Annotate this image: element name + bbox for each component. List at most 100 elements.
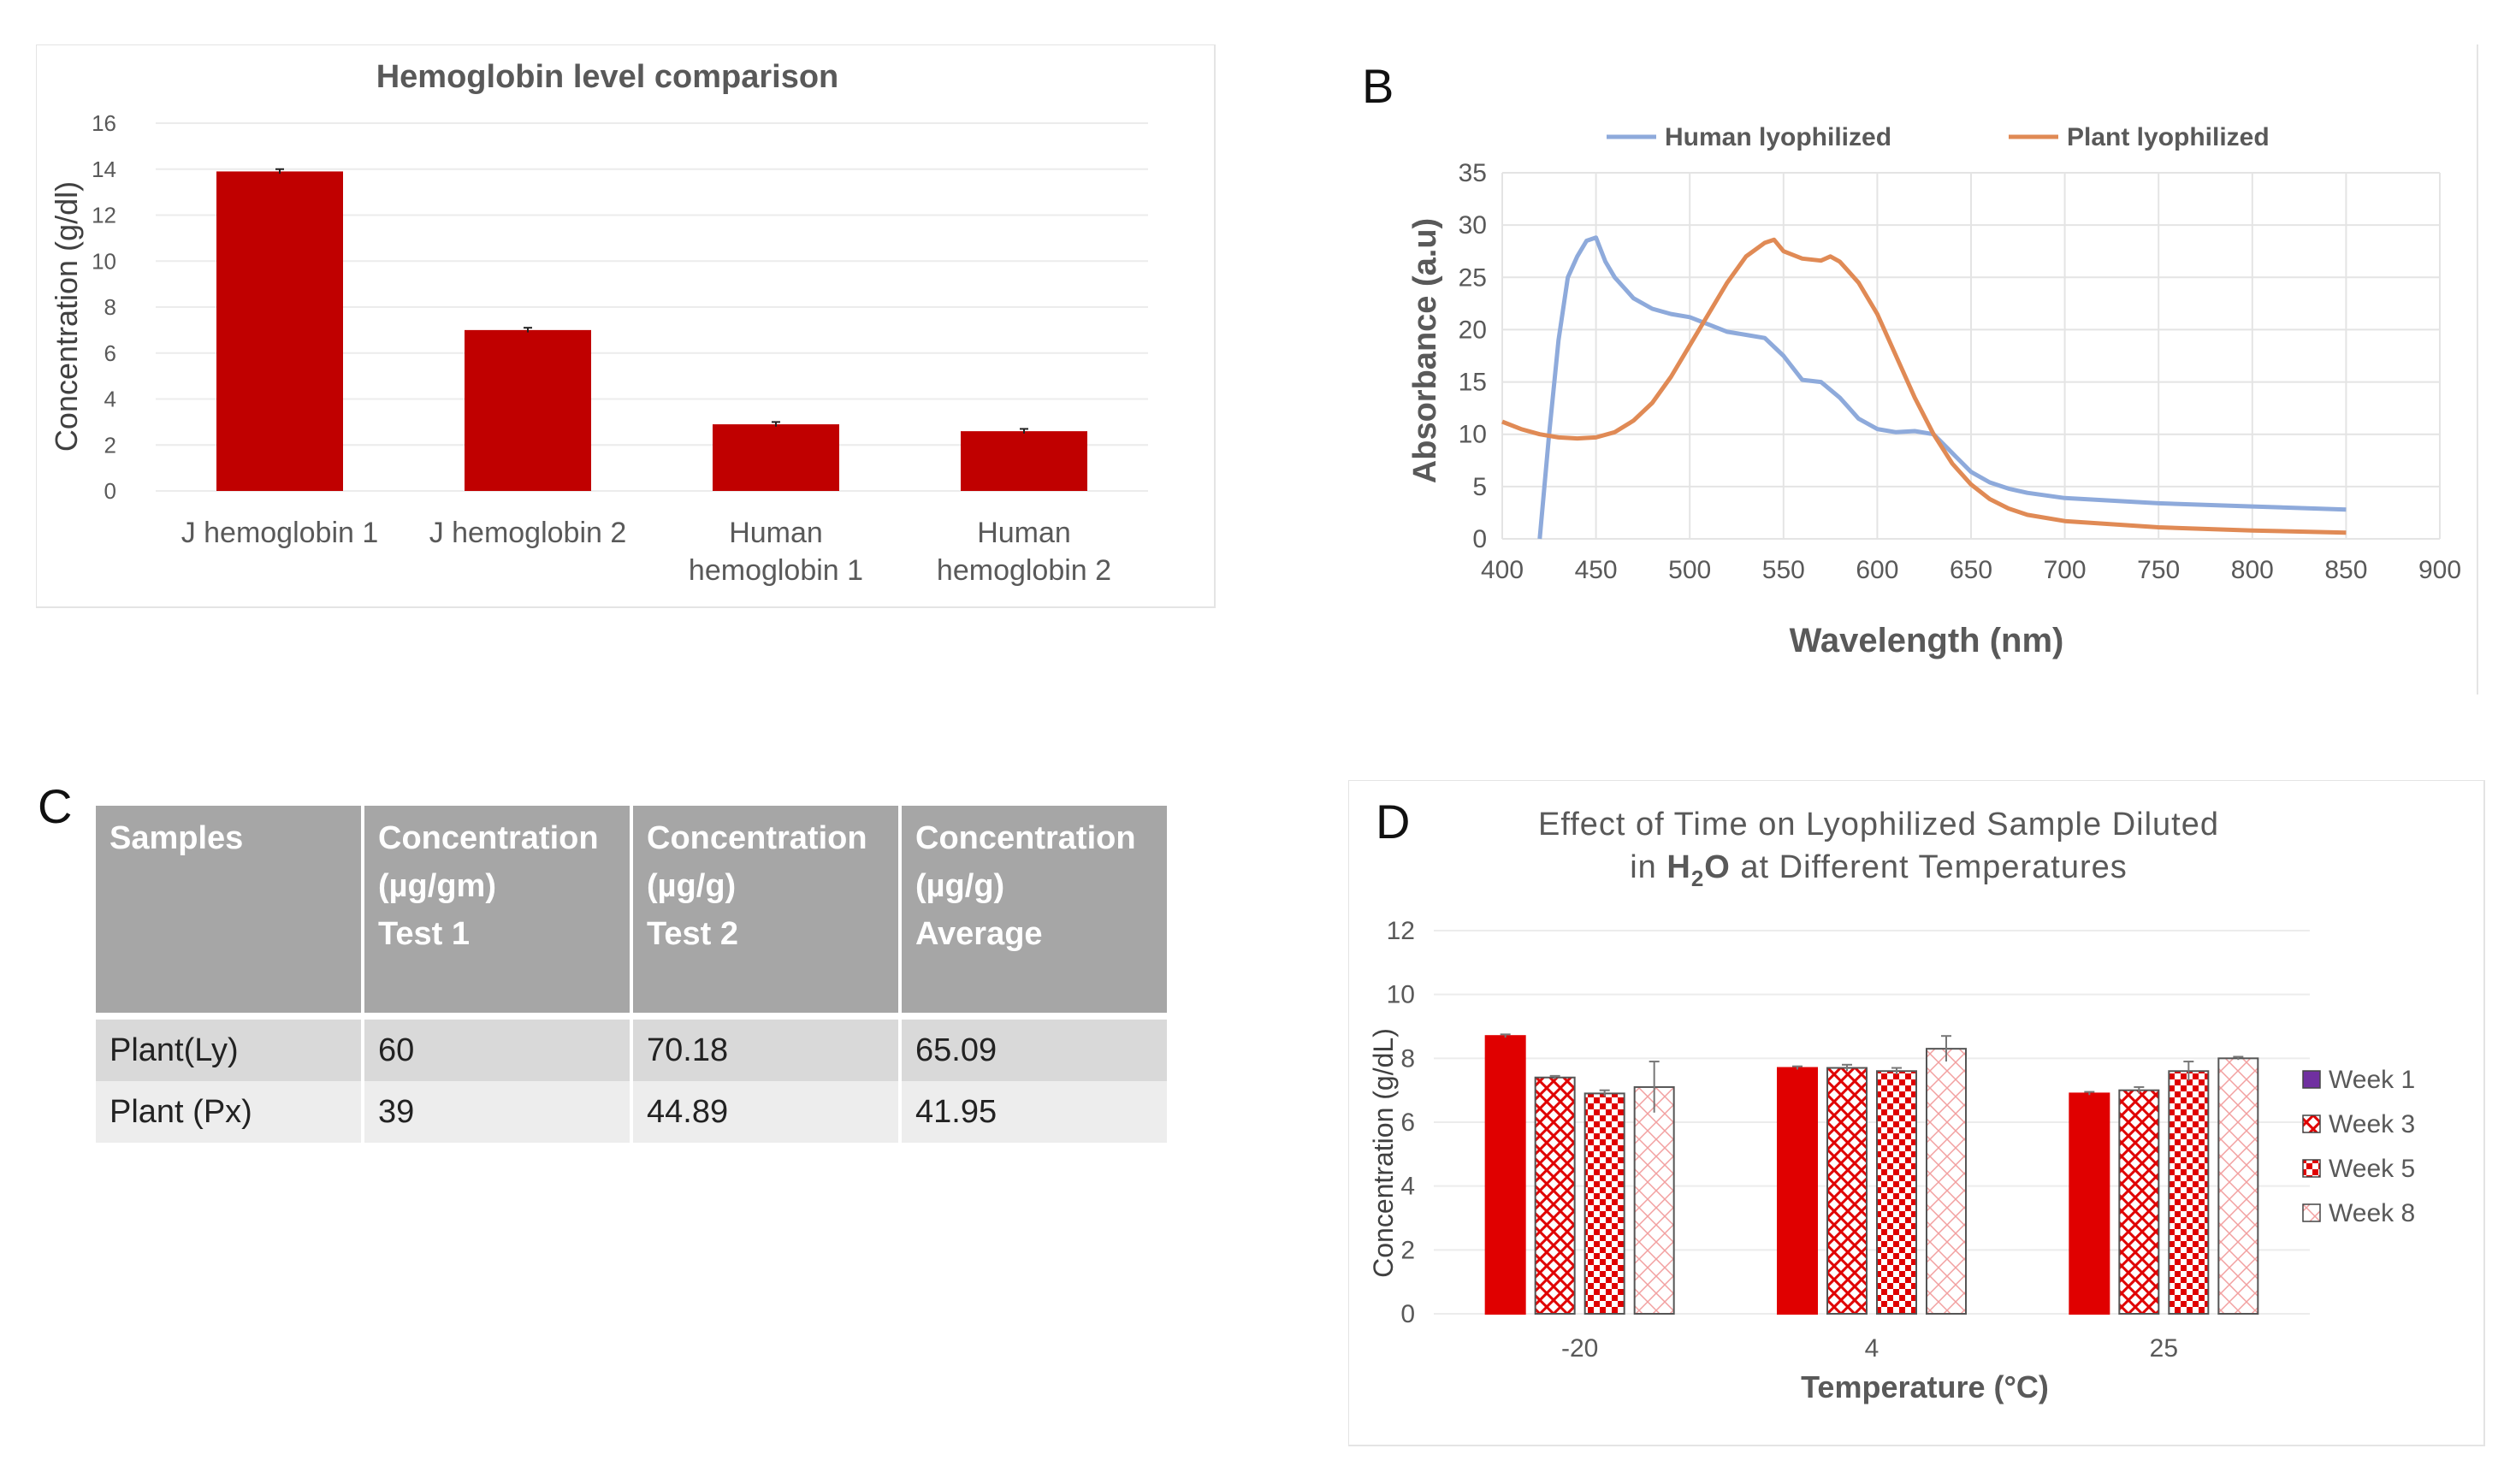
bar-week-8	[2217, 1057, 2259, 1315]
chart-b-xlabel: Wavelength (nm)	[1790, 622, 2064, 659]
title-part: in	[1630, 849, 1666, 885]
chart-d-frame	[1348, 780, 2485, 1446]
chart-a-ylabel: Concentration (g/dl)	[49, 181, 84, 452]
header-line: (µg/gm)	[378, 868, 496, 904]
legend-label: Week 1	[2329, 1066, 2415, 1094]
x-tick-label: 800	[2231, 556, 2274, 584]
y-tick-label: 6	[104, 340, 116, 366]
plant-lyophilized-line	[1501, 237, 2347, 535]
legend-swatch	[2302, 1203, 2321, 1222]
y-tick-label: 12	[1387, 917, 1415, 945]
y-tick-label: 35	[1459, 159, 1487, 187]
legend-label: Week 8	[2329, 1199, 2415, 1227]
bar-week-8	[1633, 1085, 1675, 1315]
legend-label: Week 5	[2329, 1155, 2415, 1183]
table-header-cell: Samples	[96, 806, 364, 1020]
legend-swatch	[2302, 1070, 2321, 1089]
x-tick-label: 750	[2137, 556, 2180, 584]
x-tick-label: hemoglobin 2	[937, 554, 1111, 587]
x-tick-label: J hemoglobin 1	[181, 517, 379, 549]
bar-week-3	[1534, 1076, 1576, 1315]
y-tick-label: 30	[1459, 211, 1487, 239]
table-header-cell: Concentration (µg/gm) Test 1	[363, 806, 633, 1020]
y-tick-label: 4	[1400, 1173, 1415, 1201]
y-tick-label: 0	[104, 478, 116, 504]
chart-a: Hemoglobin level comparison Concentratio…	[36, 44, 1216, 608]
table-cell: 65.09	[900, 1016, 1167, 1081]
header-line: Test 1	[378, 916, 471, 952]
table-cell: 44.89	[631, 1081, 902, 1143]
header-line: (µg/g)	[915, 868, 1005, 904]
bar-week-1	[1777, 1067, 1818, 1315]
x-tick-label: 600	[1856, 556, 1898, 584]
bar-week-5	[1583, 1092, 1625, 1315]
legend-label: Plant lyophilized	[2067, 123, 2270, 151]
header-line: Samples	[110, 820, 244, 856]
x-tick-label: Human	[977, 517, 1071, 549]
table-header-cell: Concentration (µg/g) Test 2	[631, 806, 902, 1020]
y-tick-label: 2	[1400, 1236, 1415, 1264]
y-tick-label: 6	[1400, 1109, 1415, 1137]
bar-week-8	[1926, 1048, 1967, 1315]
y-tick-label: 15	[1459, 369, 1487, 397]
x-tick-label: Human	[729, 517, 823, 549]
table-header-row: Samples Concentration (µg/gm) Test 1 Conce…	[96, 806, 1167, 1020]
table-cell: Plant(Ly)	[96, 1016, 364, 1081]
x-tick-label: 900	[2418, 556, 2461, 584]
chart-a-title: Hemoglobin level comparison	[376, 59, 839, 95]
x-tick-label: 650	[1950, 556, 1992, 584]
chart-b: Human lyophilized Plant lyophilized Absor…	[1407, 44, 2478, 695]
bar-week-3	[2118, 1089, 2160, 1315]
bar-week-5	[1876, 1070, 1917, 1315]
y-tick-label: 12	[92, 203, 116, 228]
y-tick-label: 25	[1459, 263, 1487, 292]
y-tick-label: 0	[1400, 1300, 1415, 1328]
chart-d: Effect of Time on Lyophilized Sample Dil…	[1348, 780, 2485, 1446]
bar-week-1	[2069, 1092, 2110, 1315]
bar-week-1	[1484, 1035, 1526, 1315]
table-cell: 39	[363, 1081, 633, 1143]
chart-d-ylabel: Concentration (g/dL)	[1368, 1028, 1399, 1278]
x-tick-label: -20	[1561, 1334, 1598, 1363]
y-tick-label: 14	[92, 157, 116, 182]
bar	[961, 431, 1087, 491]
chart-d-xlabel: Temperature (°C)	[1801, 1369, 2049, 1404]
title-h: H	[1666, 849, 1690, 885]
concentration-table: Samples Concentration (µg/gm) Test 1 Conce…	[96, 806, 1167, 1143]
x-tick-label: 500	[1668, 556, 1711, 584]
legend-label: Human lyophilized	[1665, 123, 1891, 151]
y-tick-label: 8	[104, 294, 116, 320]
panel-label-b: B	[1362, 59, 1394, 113]
bar-week-5	[2168, 1070, 2210, 1315]
human-lyophilized-line	[1537, 235, 2347, 540]
x-tick-label: 700	[2044, 556, 2087, 584]
legend-label: Week 3	[2329, 1110, 2415, 1138]
bar	[465, 329, 591, 491]
title-part: at Different Temperatures	[1731, 849, 2128, 885]
y-tick-label: 10	[92, 248, 116, 274]
x-tick-label: 25	[2150, 1334, 2178, 1363]
bar-week-3	[1826, 1067, 1868, 1315]
y-tick-label: 0	[1472, 525, 1487, 553]
legend-swatch	[2302, 1159, 2321, 1178]
legend-swatch	[2302, 1114, 2321, 1133]
table-row: Plant (Px) 39 44.89 41.95	[96, 1081, 1167, 1143]
table-row: Plant(Ly) 60 70.18 65.09	[96, 1016, 1167, 1081]
bar	[216, 171, 343, 491]
title-sub: 2	[1691, 866, 1704, 891]
x-tick-label: 850	[2324, 556, 2367, 584]
x-tick-label: 400	[1481, 556, 1524, 584]
y-tick-label: 2	[104, 432, 116, 458]
bar	[713, 424, 839, 491]
x-tick-label: 550	[1762, 556, 1805, 584]
table-cell: Plant (Px)	[96, 1081, 364, 1143]
chart-b-ylabel: Absorbance (a.u)	[1407, 218, 1443, 483]
header-line: Concentration	[915, 820, 1136, 856]
panel-label-d: D	[1376, 795, 1411, 848]
x-tick-label: 450	[1575, 556, 1618, 584]
chart-d-title-line2: in H2O at Different Temperatures	[1630, 849, 2128, 891]
header-line: (µg/g)	[647, 868, 737, 904]
table-cell: 41.95	[900, 1081, 1167, 1143]
table-cell: 70.18	[631, 1016, 902, 1081]
chart-d-title-line1: Effect of Time on Lyophilized Sample Dil…	[1538, 807, 2219, 843]
